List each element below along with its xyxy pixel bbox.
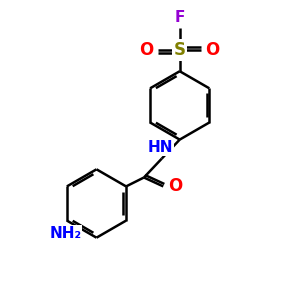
- Text: NH₂: NH₂: [50, 226, 82, 241]
- Text: O: O: [206, 41, 220, 59]
- Text: O: O: [140, 41, 154, 59]
- Text: HN: HN: [148, 140, 173, 155]
- Text: S: S: [174, 41, 186, 59]
- Text: O: O: [169, 177, 183, 195]
- Text: F: F: [175, 10, 185, 25]
